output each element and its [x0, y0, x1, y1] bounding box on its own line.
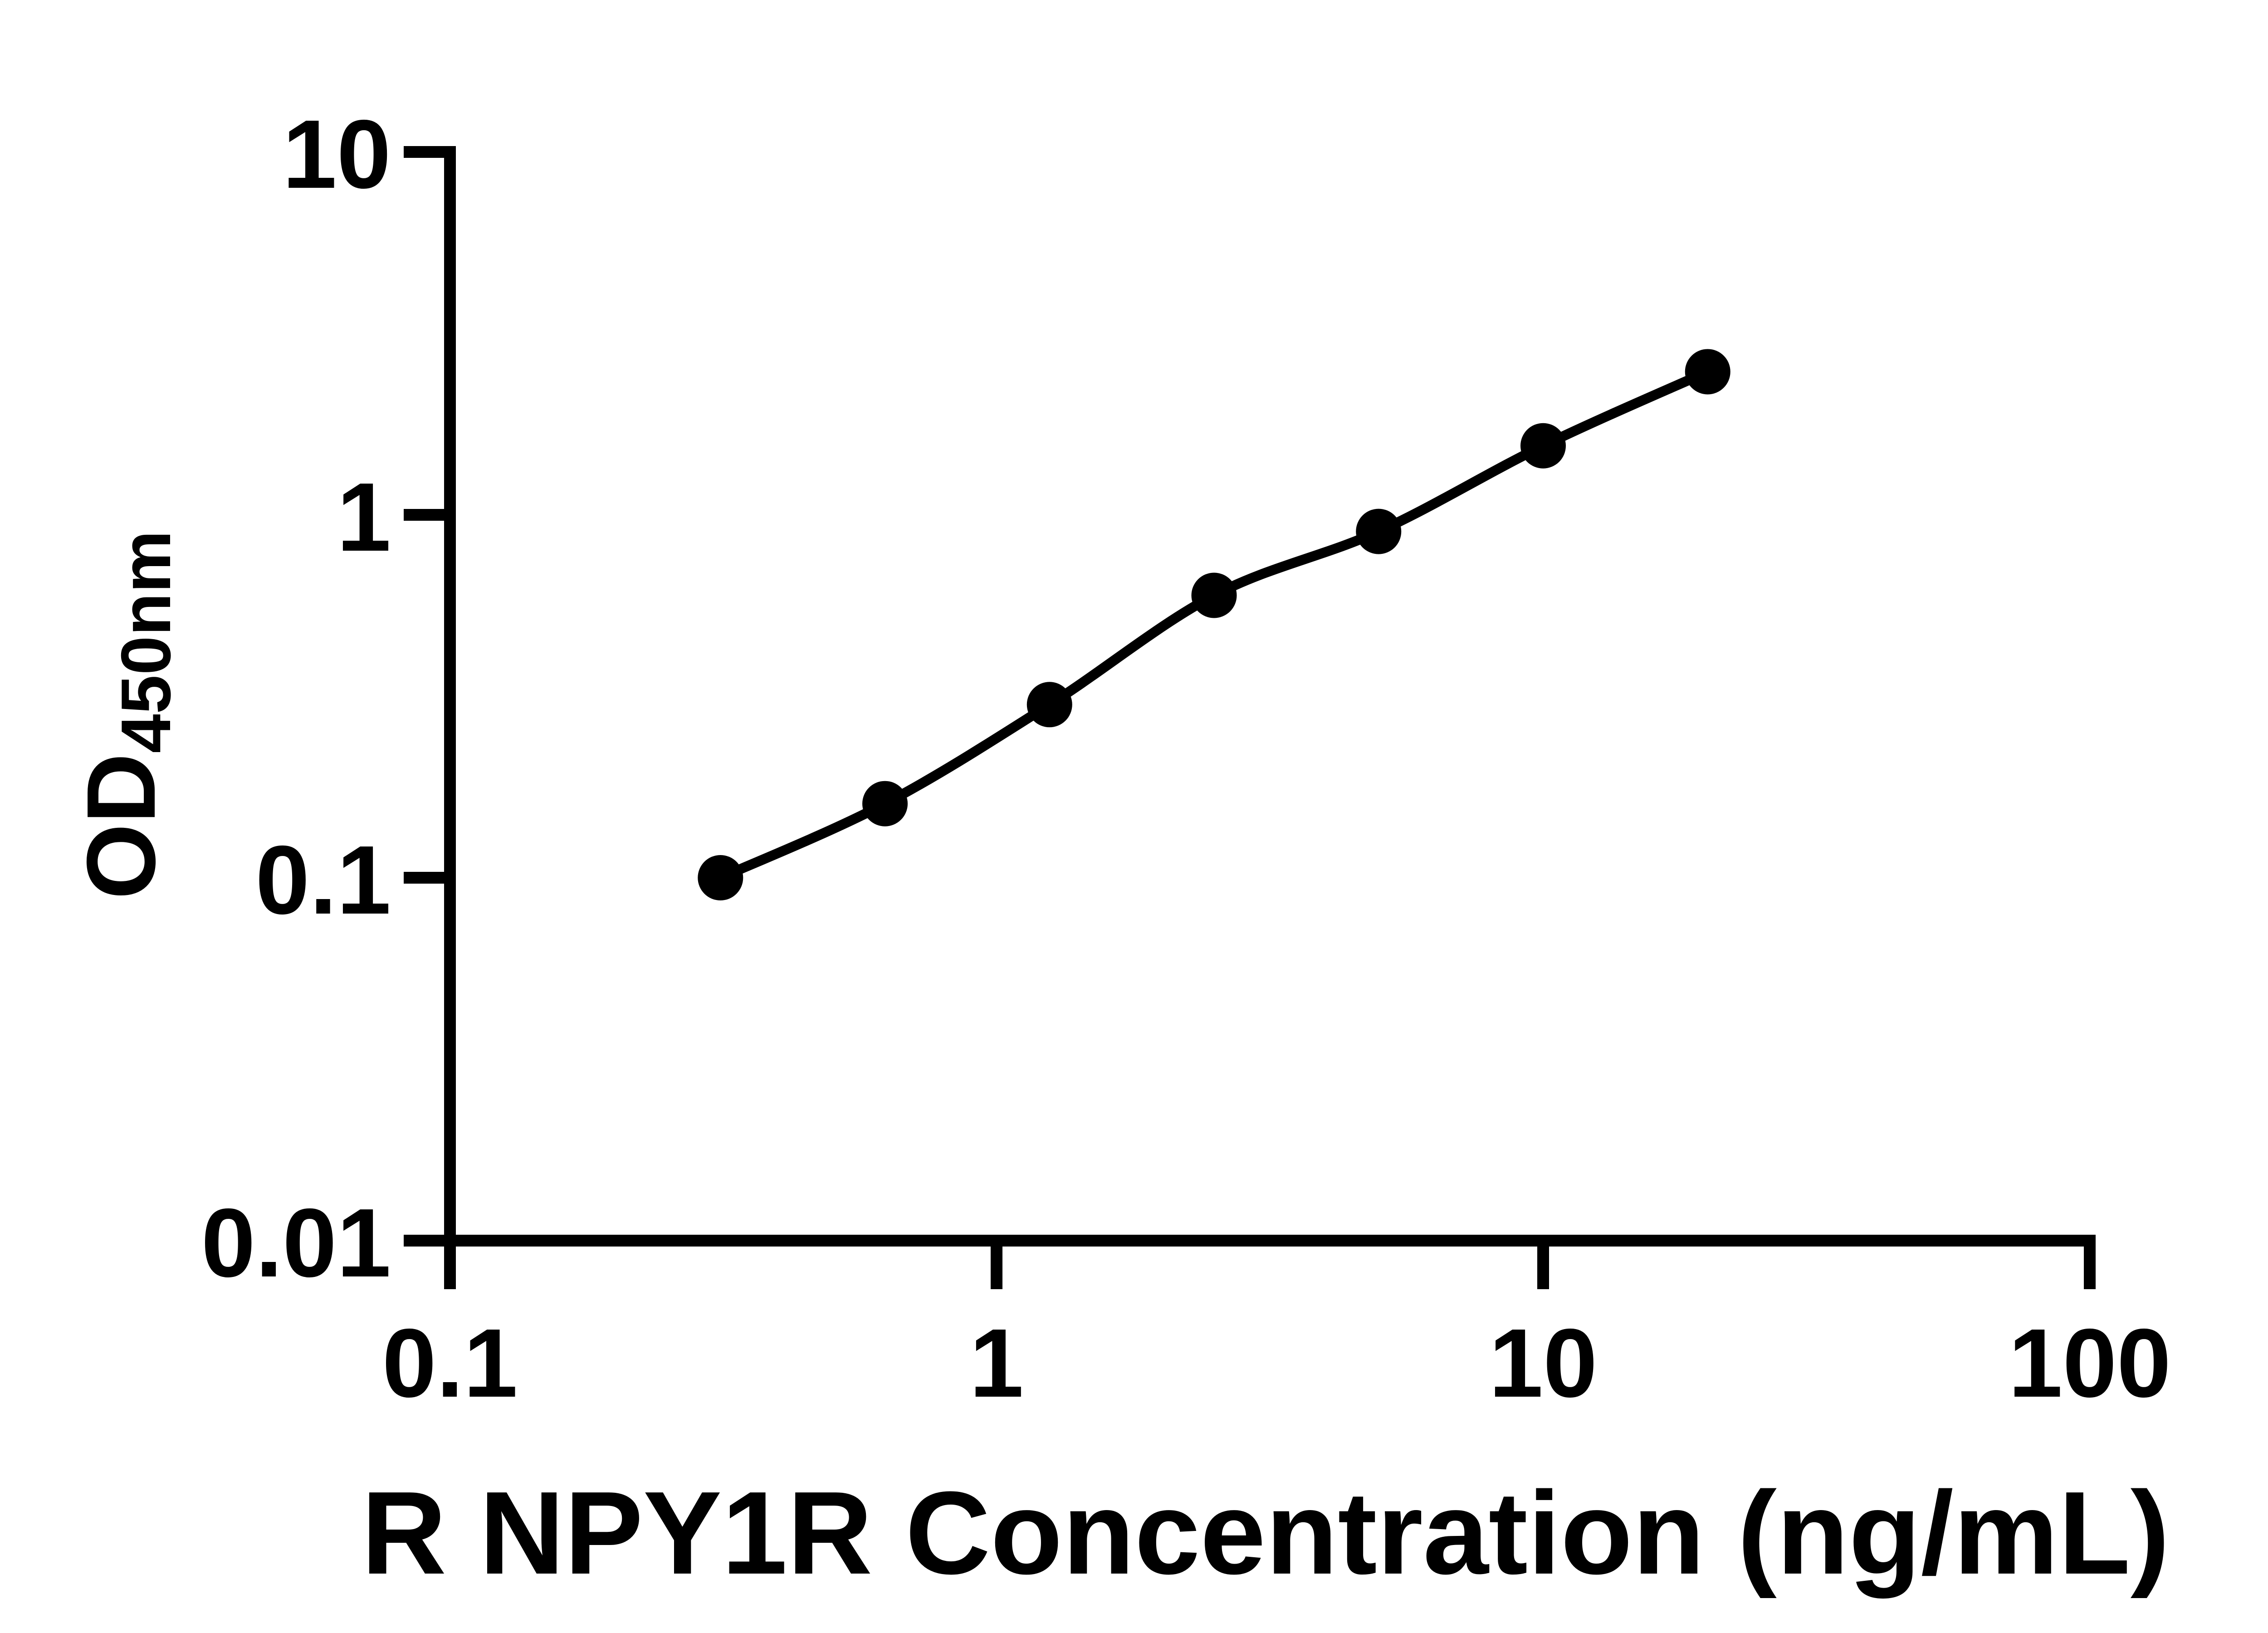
- y-tick-label-0.01: 0.01: [201, 1188, 391, 1297]
- data-point: [1356, 508, 1402, 554]
- y-tick-label-10: 10: [282, 99, 391, 209]
- x-tick-label-0.1: 0.1: [382, 1308, 518, 1418]
- data-point: [1520, 423, 1566, 469]
- data-point: [1026, 682, 1072, 728]
- x-tick-label-100: 100: [2008, 1308, 2171, 1418]
- data-point: [862, 781, 908, 826]
- x-tick-label-10: 10: [1489, 1308, 1598, 1418]
- x-tick-label-1: 1: [969, 1308, 1024, 1418]
- data-point: [1191, 572, 1237, 618]
- y-tick-label-1: 1: [337, 462, 391, 572]
- x-axis-title: R NPY1R Concentration (ng/mL): [361, 1467, 2170, 1599]
- data-point: [1685, 349, 1730, 395]
- y-tick-label-0.1: 0.1: [255, 825, 391, 934]
- data-point: [698, 855, 743, 900]
